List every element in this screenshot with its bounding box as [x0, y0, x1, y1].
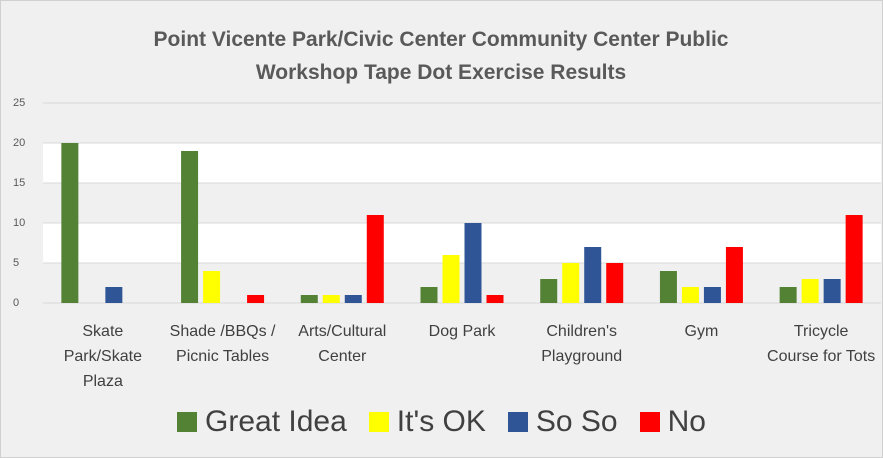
y-tick-label: 20: [13, 137, 25, 149]
x-tick-label: Arts/Cultural Center: [298, 323, 387, 365]
y-tick-label: 15: [13, 177, 25, 189]
band: [43, 223, 881, 263]
legend-item: So So: [507, 405, 618, 439]
bar: [606, 263, 624, 303]
band: [43, 143, 881, 183]
x-tick-label: Skate Park/Skate Plaza: [63, 323, 142, 390]
bar: [344, 295, 362, 303]
x-tick-label: Dog Park: [428, 323, 496, 340]
bar: [181, 151, 199, 303]
bar: [703, 287, 721, 303]
bar: [322, 295, 340, 303]
bar: [300, 295, 318, 303]
bar: [779, 287, 797, 303]
legend-label: No: [667, 405, 706, 438]
y-tick-label: 10: [13, 217, 25, 229]
y-tick-label: 25: [13, 97, 25, 109]
bar: [442, 255, 460, 303]
bar: [247, 295, 265, 303]
x-tick-label: Shade /BBQs / Picnic Tables: [169, 323, 276, 365]
y-tick-label: 0: [13, 297, 19, 309]
legend-label: So So: [535, 405, 618, 438]
x-tick-label: Gym: [684, 323, 719, 340]
legend-label: Great Idea: [205, 405, 347, 438]
legend-swatch: [368, 412, 389, 432]
x-tick-label: Tricycle Course for Tots: [767, 323, 876, 365]
bar: [823, 279, 841, 303]
bar: [725, 247, 743, 303]
bar: [366, 215, 384, 303]
x-tick-label: Children's Playground: [541, 323, 623, 365]
bar: [584, 247, 602, 303]
legend-swatch: [639, 412, 660, 432]
legend: Great Idea It's OK So So No: [1, 405, 882, 439]
legend-item: Great Idea: [177, 405, 347, 439]
bar: [105, 287, 123, 303]
bar: [464, 223, 482, 303]
bar: [681, 287, 699, 303]
legend-swatch: [507, 412, 528, 432]
chart-title: Point Vicente Park/Civic Center Communit…: [153, 28, 729, 84]
bar: [420, 287, 438, 303]
legend-label: It's OK: [396, 405, 486, 438]
legend-item: It's OK: [368, 405, 486, 439]
bar: [203, 271, 221, 303]
bar: [486, 295, 504, 303]
bar: [540, 279, 558, 303]
bar: [845, 215, 863, 303]
y-tick-label: 5: [13, 257, 19, 269]
legend-item: No: [639, 405, 706, 439]
bar: [801, 279, 819, 303]
legend-swatch: [177, 412, 198, 432]
bar: [659, 271, 677, 303]
bar: [61, 143, 79, 303]
bar: [562, 263, 580, 303]
